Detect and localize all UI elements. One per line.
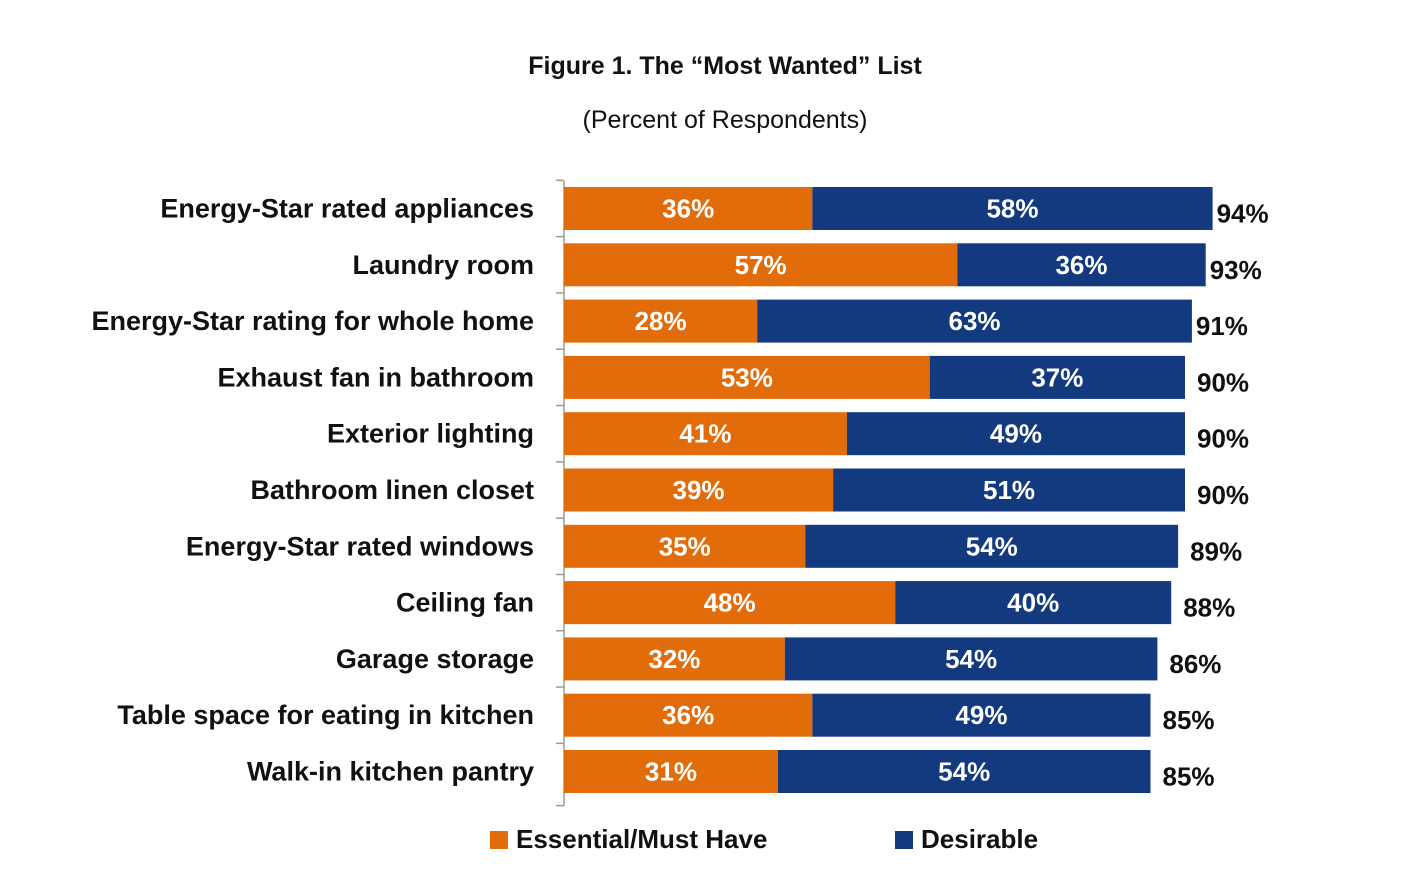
legend: Essential/Must Have Desirable (0, 824, 1410, 858)
bar-desirable (895, 581, 1172, 625)
category-label: Exterior lighting (327, 419, 534, 449)
legend-swatch-desirable (895, 830, 913, 849)
data-label-desirable: 51% (983, 475, 1035, 505)
bar-essential (564, 468, 834, 512)
bar-essential (564, 750, 778, 793)
data-label-desirable: 63% (949, 306, 1001, 336)
category-label: Table space for eating in kitchen (117, 700, 534, 730)
total-label: 91% (1196, 311, 1248, 341)
data-label-desirable: 54% (966, 531, 1018, 561)
data-label-essential: 39% (673, 475, 725, 505)
category-label: Energy-Star rated appliances (160, 194, 534, 224)
data-label-desirable: 54% (945, 644, 997, 674)
bar-desirable (777, 750, 1151, 793)
bar-essential (564, 243, 958, 287)
legend-swatch-essential (490, 830, 508, 849)
category-label: Energy-Star rated windows (186, 531, 534, 561)
legend-item-desirable: Desirable (895, 824, 1038, 855)
total-label: 93% (1210, 255, 1262, 285)
data-label-essential: 41% (679, 419, 731, 449)
category-label: Garage storage (336, 644, 534, 674)
data-label-desirable: 37% (1031, 362, 1083, 392)
bar-essential (564, 355, 930, 399)
data-label-essential: 53% (721, 362, 773, 392)
bar-desirable (812, 693, 1151, 737)
data-label-essential: 36% (662, 194, 714, 224)
data-label-essential: 35% (659, 531, 711, 561)
data-label-essential: 36% (662, 700, 714, 730)
total-label: 90% (1197, 367, 1249, 397)
category-label: Walk-in kitchen pantry (247, 757, 534, 787)
category-label: Ceiling fan (396, 588, 534, 618)
total-label: 90% (1197, 424, 1249, 454)
bar-desirable (805, 524, 1179, 568)
bar-essential (564, 524, 806, 568)
chart-subtitle: (Percent of Respondents) (582, 106, 868, 134)
bar-desirable (957, 243, 1206, 287)
data-label-desirable: 49% (990, 419, 1042, 449)
bar-essential (564, 412, 847, 456)
bar-desirable (929, 355, 1185, 399)
bar-desirable (757, 299, 1192, 343)
data-label-essential: 57% (735, 250, 787, 280)
legend-label-essential: Essential/Must Have (516, 824, 768, 854)
data-label-desirable: 40% (1007, 588, 1059, 618)
category-label: Exhaust fan in bathroom (217, 362, 534, 392)
chart-title: Figure 1. The “Most Wanted” List (528, 52, 922, 80)
data-label-essential: 31% (645, 757, 697, 787)
legend-item-essential: Essential/Must Have (490, 824, 767, 855)
data-label-essential: 28% (635, 306, 687, 336)
total-label: 86% (1169, 649, 1221, 679)
total-label: 90% (1197, 480, 1249, 510)
bar-desirable (846, 412, 1185, 456)
total-label: 85% (1163, 762, 1215, 792)
data-label-desirable: 58% (986, 194, 1038, 224)
bar-desirable (812, 187, 1213, 230)
total-label: 94% (1217, 199, 1269, 229)
bar-essential (564, 581, 896, 625)
data-label-desirable: 36% (1055, 250, 1107, 280)
bars-group: Energy-Star rated appliances 36% 58% 94% Lau… (91, 179, 1269, 807)
bar-essential (564, 187, 813, 230)
bar-desirable (833, 468, 1185, 512)
data-label-essential: 32% (648, 644, 700, 674)
category-label: Laundry room (352, 250, 534, 280)
bar-essential (564, 693, 813, 737)
category-label: Energy-Star rating for whole home (91, 306, 534, 336)
total-label: 89% (1190, 536, 1242, 566)
total-label: 88% (1183, 593, 1235, 623)
bar-essential (564, 299, 758, 343)
data-label-desirable: 54% (938, 757, 990, 787)
stacked-bar-chart: Energy-Star rated appliances 36% 58% 94% Lau… (91, 179, 1269, 807)
category-label: Bathroom linen closet (250, 475, 534, 505)
data-label-desirable: 49% (955, 700, 1007, 730)
legend-label-desirable: Desirable (921, 824, 1039, 854)
data-label-essential: 48% (704, 588, 756, 618)
total-label: 85% (1163, 705, 1215, 735)
bar-desirable (784, 637, 1158, 681)
bar-essential (564, 637, 785, 681)
